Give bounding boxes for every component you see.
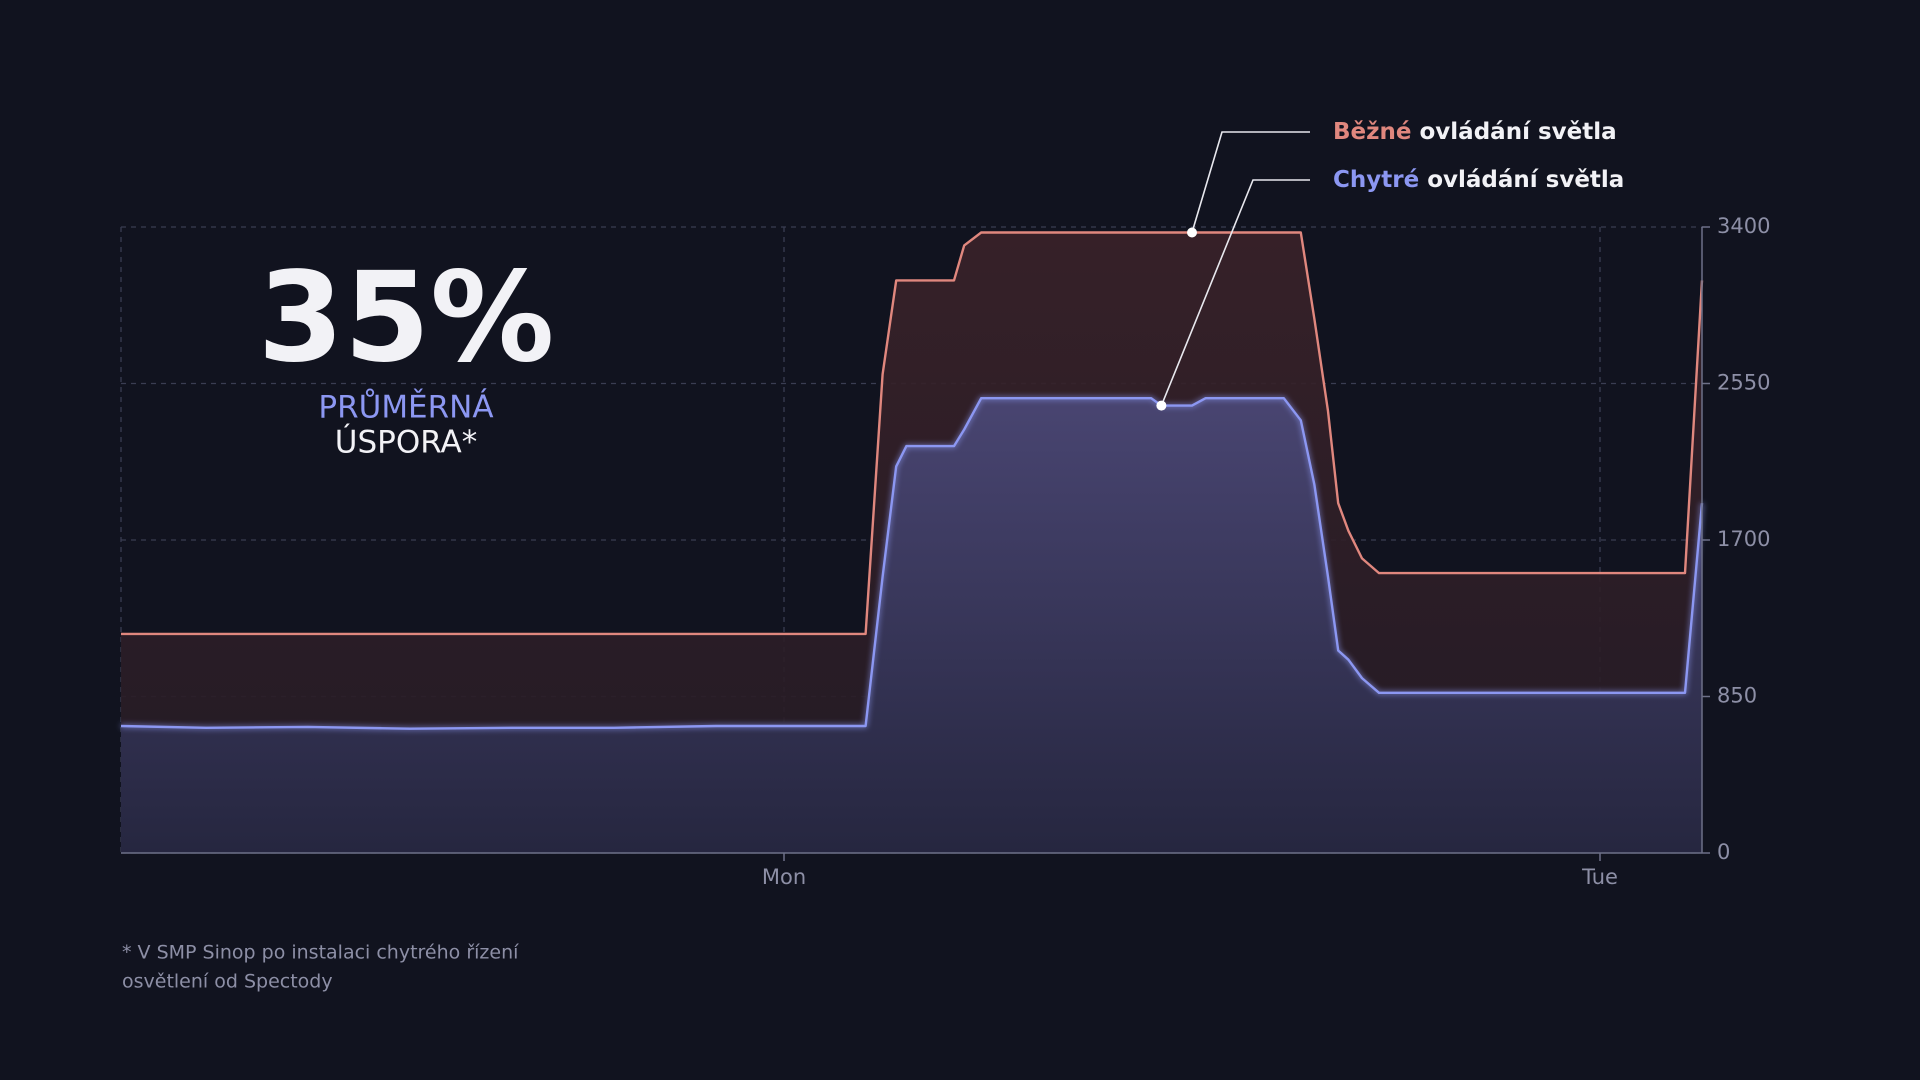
area [121,398,1702,853]
headline-label: PRŮMĚRNÁ [318,389,493,426]
plot [120,226,1710,861]
line [121,231,1704,636]
y-tick-label: 1700 [1717,527,1770,551]
y-tick-label: 2550 [1717,371,1770,395]
leader-line [1160,179,1310,406]
legend-key: Běžné [1333,119,1412,145]
leader-dot [1187,227,1197,238]
headline-label: ÚSPORA* [335,424,477,461]
legend-entry: Chytré ovládání světla [1333,167,1624,193]
legend-text: ovládání světla [1412,119,1617,145]
y-tick-label: 3400 [1717,214,1770,238]
x-tick-label: Tue [1581,865,1618,889]
footnote: * V SMP Sinop po instalaci chytrého říze… [122,942,519,964]
y-tick-label: 0 [1717,840,1730,864]
line [120,397,1704,730]
headline: 35% [258,246,555,390]
legend-key: Chytré [1333,167,1419,193]
x-tick-label: Mon [762,865,806,889]
legend-entry: Běžné ovládání světla [1333,119,1617,145]
y-tick-label: 850 [1717,684,1757,708]
footnote: osvětlení od Spectody [122,971,333,993]
leader-line [1191,131,1310,233]
leader-dot [1156,400,1167,411]
legend-text: ovládání světla [1419,167,1624,193]
